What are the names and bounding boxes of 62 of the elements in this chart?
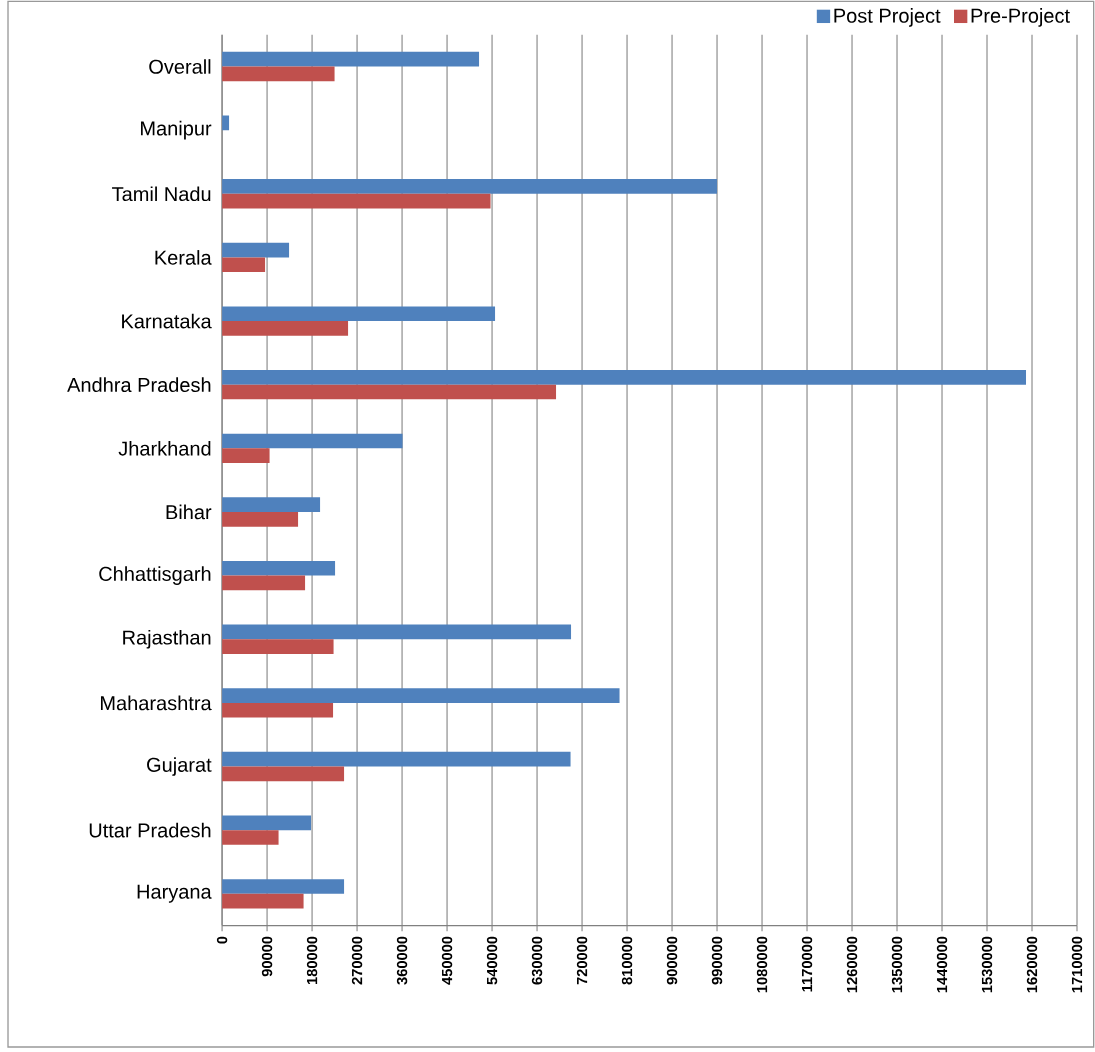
- x-tick-label: 1170000: [801, 936, 813, 992]
- bar: [222, 66, 335, 82]
- y-tick-label: Andhra Pradesh: [67, 377, 211, 392]
- x-tick-label: 630000: [531, 936, 543, 985]
- x-tick-label: 1710000: [1071, 936, 1083, 993]
- bar: [222, 702, 334, 718]
- x-tick-label: 810000: [621, 936, 633, 985]
- bar: [222, 320, 349, 336]
- bar: [222, 830, 279, 845]
- x-tick-label: 720000: [576, 936, 588, 985]
- bar: [222, 369, 1027, 385]
- x-tick-label: 450000: [441, 936, 453, 985]
- legend-label: Pre-Project: [971, 7, 1070, 27]
- y-tick-label: Rajasthan: [123, 629, 211, 649]
- bar: [222, 878, 345, 894]
- y-tick-label: Maharashtra: [100, 695, 212, 711]
- y-tick-label: Haryana: [137, 884, 212, 903]
- x-tick-label: 360000: [396, 936, 408, 985]
- bar: [222, 575, 306, 591]
- bar: [222, 560, 336, 576]
- bar: [222, 751, 571, 767]
- y-tick-label: Manipur: [141, 120, 212, 140]
- bar: [222, 257, 266, 272]
- y-tick-label: Jharkhand: [118, 440, 211, 456]
- bar: [222, 688, 620, 703]
- x-tick-label: 1440000: [936, 936, 948, 993]
- x-tick-label: 1530000: [981, 936, 993, 993]
- x-tick-label: 180000: [306, 936, 318, 984]
- y-tick-label: Overall: [149, 58, 211, 74]
- x-tick-label: 540000: [486, 936, 498, 985]
- bar: [222, 639, 334, 654]
- y-tick-label: Chhattisgarh: [99, 566, 211, 585]
- x-tick-label: 990000: [711, 936, 723, 985]
- bar: [222, 433, 403, 449]
- x-tick-label: 1620000: [1026, 936, 1038, 993]
- bar: [222, 178, 718, 194]
- y-tick-label: Kerala: [155, 249, 212, 265]
- bar: [222, 624, 572, 640]
- bar: [222, 384, 557, 400]
- bar: [222, 51, 480, 67]
- bar: [222, 497, 321, 512]
- y-tick-label: Karnataka: [122, 313, 212, 329]
- y-tick-label: Tamil Nadu: [112, 186, 211, 201]
- y-tick-label: Bihar: [166, 504, 212, 520]
- legend-label: Post Project: [834, 7, 941, 27]
- bar: [222, 193, 491, 209]
- x-tick-label: 1080000: [756, 936, 768, 993]
- bar: [222, 306, 496, 321]
- x-tick-label: 90000: [261, 936, 273, 977]
- bar: [222, 766, 345, 782]
- x-tick-label: 1260000: [846, 936, 858, 993]
- x-tick-label: 1350000: [891, 936, 903, 993]
- x-tick-label: 0: [216, 936, 228, 944]
- bar: [222, 448, 270, 463]
- y-tick-label: Uttar Pradesh: [89, 822, 211, 838]
- bar: [222, 242, 290, 258]
- bar: [222, 815, 312, 831]
- x-tick-label: 270000: [351, 936, 363, 985]
- bar: [222, 893, 304, 909]
- y-tick-label: Gujarat: [147, 757, 212, 776]
- x-tick-label: 900000: [666, 936, 678, 985]
- bar: [222, 511, 299, 527]
